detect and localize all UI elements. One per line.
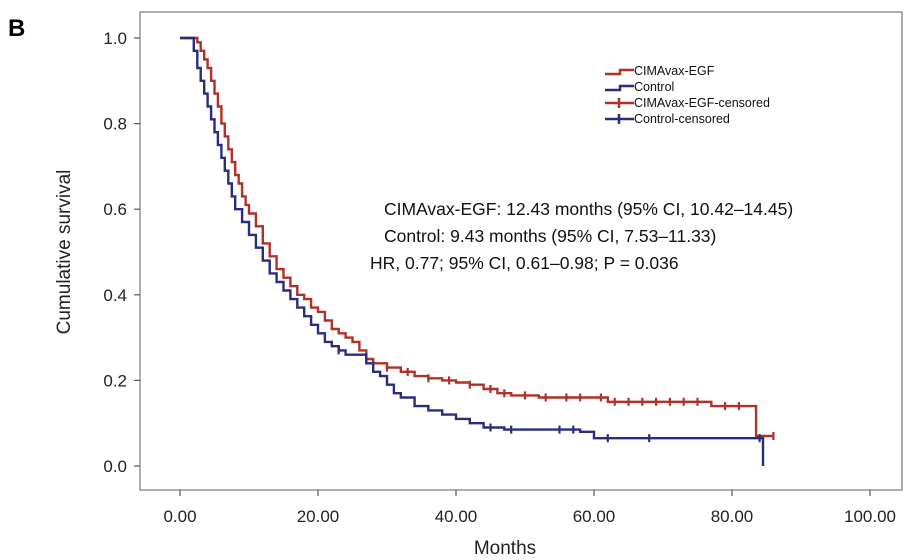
y-tick-label: 1.0 <box>103 29 127 48</box>
y-tick-label: 0.4 <box>103 286 127 305</box>
plot-frame <box>139 11 903 491</box>
legend-label-control-censored: Control-censored <box>634 112 730 126</box>
annotation-control-median: Control: 9.43 months (95% CI, 7.53–11.33… <box>384 226 716 246</box>
legend-label-control: Control <box>634 80 674 94</box>
x-tick-label: 80.00 <box>711 507 754 526</box>
y-axis-title: Cumulative survival <box>54 170 75 335</box>
y-tick-label: 0.0 <box>103 457 127 476</box>
annotation-cimavax-median: CIMAvax-EGF: 12.43 months (95% CI, 10.42… <box>384 199 793 219</box>
axes: 0.00 20.00 40.00 60.00 80.00 100.00 0.0 0.2 0.4 0… <box>103 29 896 526</box>
y-tick-label: 0.2 <box>103 371 127 390</box>
legend-entry-cimavax: CIMAvax-EGF <box>605 64 715 78</box>
legend-label-cimavax: CIMAvax-EGF <box>634 64 715 78</box>
series-line-cimavax-egf <box>180 36 774 438</box>
x-tick-label: 40.00 <box>435 507 478 526</box>
annotation-hazard-ratio: HR, 0.77; 95% CI, 0.61–0.98; P = 0.036 <box>370 253 679 273</box>
legend-entry-cimavax-censored: CIMAvax-EGF-censored <box>605 96 770 110</box>
series-line-control <box>180 36 765 466</box>
x-tick-label: 100.00 <box>844 507 896 526</box>
y-tick-label: 0.8 <box>103 115 127 134</box>
x-tick-label: 0.00 <box>163 507 196 526</box>
stats-annotation: CIMAvax-EGF: 12.43 months (95% CI, 10.42… <box>370 199 793 273</box>
legend-entry-control-censored: Control-censored <box>605 112 730 126</box>
legend-line-control <box>605 84 634 92</box>
x-tick-label: 60.00 <box>573 507 616 526</box>
x-axis-title: Months <box>474 538 536 559</box>
y-tick-label: 0.6 <box>103 200 127 219</box>
x-tick-label: 20.00 <box>297 507 340 526</box>
legend-line-cimavax <box>605 68 634 76</box>
panel-label: B <box>8 15 25 42</box>
legend-label-cimavax-censored: CIMAvax-EGF-censored <box>634 96 770 110</box>
series-layer <box>180 36 775 466</box>
legend: CIMAvax-EGF Control CIMAvax-EGF-censored… <box>605 64 770 126</box>
legend-entry-control: Control <box>605 80 674 94</box>
